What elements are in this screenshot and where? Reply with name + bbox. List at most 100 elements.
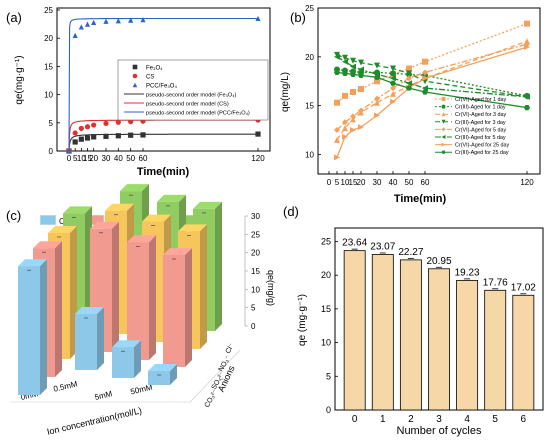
panel-b-legend-marker xyxy=(441,119,446,124)
panel-b-legend-label: Cr(VI)-Aged for 25 day xyxy=(455,143,510,149)
panel-a-legend-label: pseudo-second order model (CS) xyxy=(146,102,229,108)
panel-b-data-point xyxy=(406,75,412,82)
panel-a-data-point xyxy=(255,131,261,137)
panel-d-ytick-label: 5 xyxy=(326,371,331,381)
panel-c-bar-top xyxy=(127,235,156,243)
panel-a-ytick-label: 0 xyxy=(49,147,54,156)
panel-d-bar xyxy=(343,250,366,411)
panel-c-bar-side xyxy=(40,259,47,395)
panel-b-legend: Cr(VI)-Aged for 1 day Cr(III)-Aged for 1 … xyxy=(435,97,510,156)
panel-b-data-point xyxy=(342,58,348,65)
panel-a-xtick-label: 20 xyxy=(89,154,98,163)
panel-a-frame xyxy=(56,7,271,152)
panel-b-data-point xyxy=(342,133,348,140)
panel-b-legend-label: Cr(VI)-Aged for 1 day xyxy=(455,97,507,103)
panel-d-value-label: 17.76 xyxy=(483,277,508,288)
panel-b-data-point xyxy=(422,58,428,65)
panel-a-legend-marker xyxy=(132,64,138,70)
panel-c-bar xyxy=(75,314,97,370)
panel-a-data-point xyxy=(103,120,109,126)
panel-b-data-point xyxy=(422,69,428,76)
panel-b-xtick-label: 30 xyxy=(373,178,382,187)
panel-b-data-point xyxy=(334,136,340,143)
panel-a-legend-box xyxy=(117,59,269,121)
panel-a-xtick-label: 10 xyxy=(77,154,86,163)
panel-b-data-point xyxy=(524,93,530,100)
panel-b-data-point xyxy=(342,70,348,77)
panel-a-legend-label: pseudo-second order model (PCC/Fe₃O₄) xyxy=(146,111,250,117)
panel-c-bar-top xyxy=(33,241,62,249)
panel-c-ytick-label: 10 xyxy=(251,285,260,294)
panel-c-bar-top xyxy=(142,214,171,222)
panel-a-ytick-label: 10 xyxy=(44,91,53,100)
panel-a-legend-label: Fe₃O₄ xyxy=(146,66,163,72)
panel-d-bar xyxy=(456,279,479,411)
panel-c-xlabel: Ion concentration(mol/L) xyxy=(46,405,143,437)
panel-d-ytick-label: 0 xyxy=(326,405,331,415)
panel-c-bar-top xyxy=(193,201,222,209)
panel-c-bar-top xyxy=(48,226,77,233)
panel-c-bar xyxy=(163,255,185,367)
panel-a-legend: Fe₃O₄ CS PCC/Fe₃O₄ pseudo-second order mode… xyxy=(117,59,269,121)
panel-a-xtick-label: 15 xyxy=(83,154,92,163)
panel-b-legend-label: Cr(III)-Aged for 5 day xyxy=(455,135,506,141)
panel-a-data-point xyxy=(103,18,109,24)
panel-c-bar-side xyxy=(200,224,207,349)
panel-b-xtick-label: 15 xyxy=(349,178,358,187)
panel-b-data-point xyxy=(358,72,364,78)
panel-d-bar xyxy=(399,259,422,411)
panel-c-bar-top xyxy=(163,248,192,255)
panel-d-bar xyxy=(512,294,535,411)
panel-d-ytick-label: 15 xyxy=(321,304,331,314)
panel-c-bar-top xyxy=(63,206,92,214)
panel-c-bar-side xyxy=(112,221,119,352)
panel-a-data-point xyxy=(72,32,78,38)
panel-b-data-point xyxy=(334,53,340,60)
panel-a-ytick-label: 5 xyxy=(49,119,54,128)
panel-b-data-point xyxy=(350,127,356,134)
panel-c-bar-side xyxy=(55,241,62,377)
panel-a-label: (a) xyxy=(6,10,22,25)
panel-b-legend-marker xyxy=(441,112,446,117)
panel-b-ytick-label: 25 xyxy=(305,4,314,13)
panel-a-data-point xyxy=(78,24,84,30)
panel-d-label: (d) xyxy=(283,204,299,219)
panel-c-bar xyxy=(112,347,134,378)
panel-a-xtick-label: 0 xyxy=(67,154,72,163)
panel-b-data-point xyxy=(406,85,412,91)
panel-c-bar xyxy=(148,371,170,385)
panel-b-data-point xyxy=(374,112,380,119)
panel-d-ytick-label: 10 xyxy=(321,338,331,348)
panel-c-bar-top xyxy=(148,364,177,371)
panel-b-xtick-label: 120 xyxy=(520,178,534,187)
panel-a-ytick-label: 15 xyxy=(44,62,53,71)
panel-b-data-point xyxy=(334,154,340,161)
panel-c-ytick-label: 25 xyxy=(251,230,260,239)
panel-c-ytick-label: 30 xyxy=(251,212,260,221)
panel-a-data-point xyxy=(128,119,134,125)
panel-c-bar xyxy=(18,266,40,395)
panel-d-bar xyxy=(484,289,507,411)
panel-b-data-point xyxy=(422,75,428,82)
panel-b-xtick-label: 10 xyxy=(341,178,350,187)
panel-a-data-point xyxy=(255,15,261,22)
panel-c-bar-top xyxy=(75,307,104,314)
panel-b-data-point xyxy=(524,105,530,111)
panel-b-data-point xyxy=(358,86,364,93)
panel-c-ylabel: qe(mg/g) xyxy=(266,270,276,306)
panel-c-anion-label: CO₃²⁻ xyxy=(204,388,220,409)
panel-a-xtick-label: 40 xyxy=(114,154,123,163)
panel-b-legend-marker xyxy=(441,142,446,147)
panel-b-data-point xyxy=(390,65,396,72)
panel-d-xtick-label: 4 xyxy=(464,414,470,425)
panel-b-data-point xyxy=(406,80,412,87)
panel-a-data-point xyxy=(103,133,109,139)
panel-a-data-point xyxy=(91,122,97,128)
panel-d-xtick-label: 6 xyxy=(521,414,527,425)
panel-d-xlabel: Number of cycles xyxy=(397,425,482,437)
panel-b-data-point xyxy=(374,99,380,106)
panel-a-xlabel: Time(min) xyxy=(137,166,190,178)
panel-b-legend-marker xyxy=(441,127,446,132)
panel-d-xtick-label: 1 xyxy=(380,414,386,425)
